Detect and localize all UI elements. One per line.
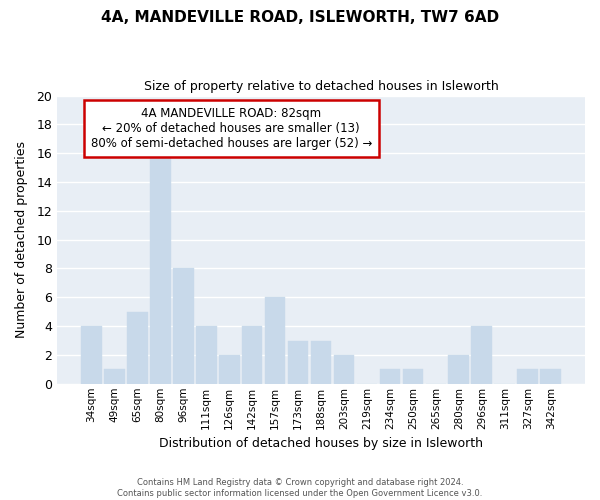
Bar [242, 326, 262, 384]
Bar [127, 312, 148, 384]
Bar [104, 370, 125, 384]
Bar [81, 326, 102, 384]
Bar [196, 326, 217, 384]
Bar [288, 340, 308, 384]
Bar [334, 355, 355, 384]
Bar [517, 370, 538, 384]
X-axis label: Distribution of detached houses by size in Isleworth: Distribution of detached houses by size … [159, 437, 483, 450]
Bar [219, 355, 239, 384]
Text: Contains HM Land Registry data © Crown copyright and database right 2024.
Contai: Contains HM Land Registry data © Crown c… [118, 478, 482, 498]
Bar [150, 139, 170, 384]
Bar [403, 370, 423, 384]
Bar [265, 298, 286, 384]
Bar [380, 370, 400, 384]
Text: 4A, MANDEVILLE ROAD, ISLEWORTH, TW7 6AD: 4A, MANDEVILLE ROAD, ISLEWORTH, TW7 6AD [101, 10, 499, 25]
Bar [541, 370, 561, 384]
Y-axis label: Number of detached properties: Number of detached properties [15, 141, 28, 338]
Bar [173, 268, 194, 384]
Bar [472, 326, 492, 384]
Bar [448, 355, 469, 384]
Title: Size of property relative to detached houses in Isleworth: Size of property relative to detached ho… [143, 80, 499, 93]
Bar [311, 340, 331, 384]
Text: 4A MANDEVILLE ROAD: 82sqm
← 20% of detached houses are smaller (13)
80% of semi-: 4A MANDEVILLE ROAD: 82sqm ← 20% of detac… [91, 107, 372, 150]
